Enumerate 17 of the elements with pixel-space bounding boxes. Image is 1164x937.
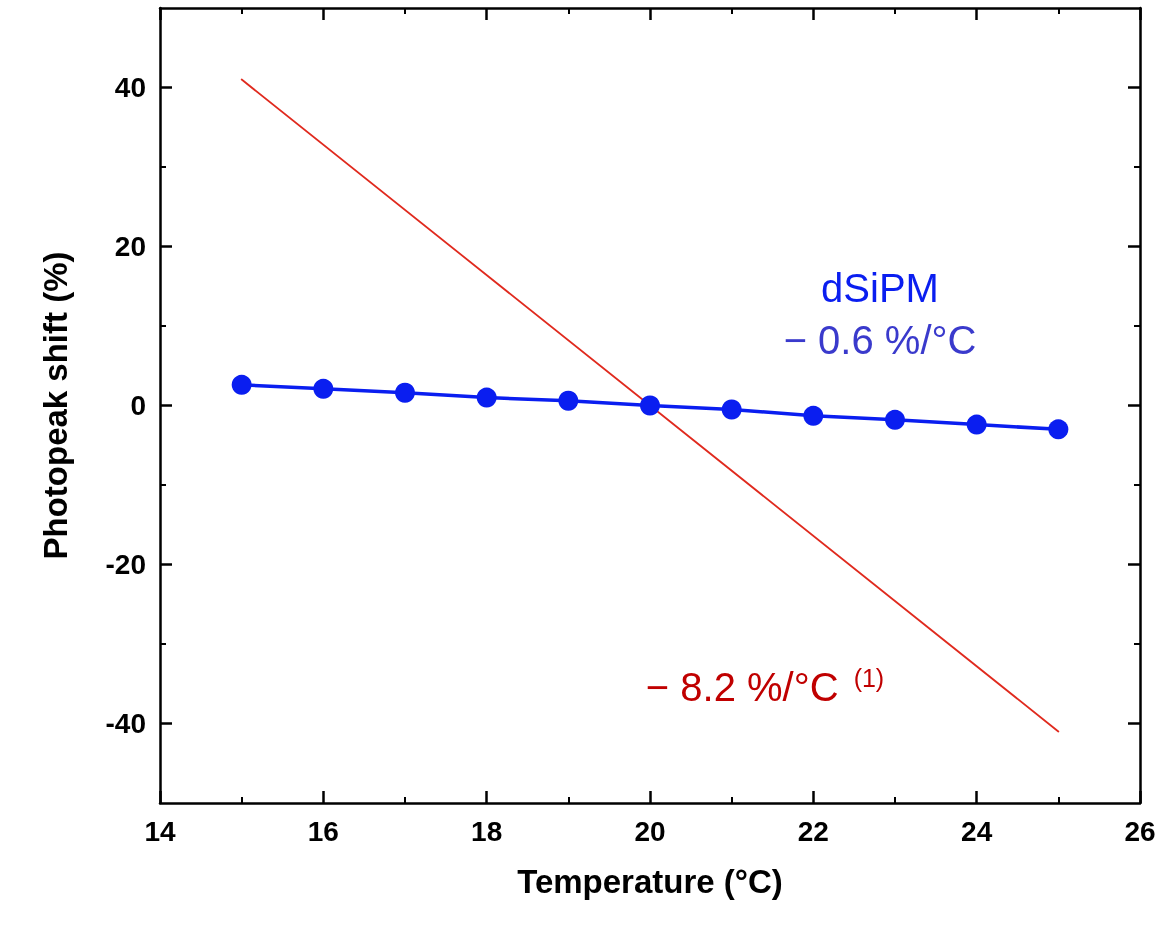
x-tick-label: 18 — [471, 815, 503, 847]
y-tick-label: 40 — [114, 72, 146, 103]
x-tick-label: 16 — [307, 815, 339, 847]
y-tick-label: -20 — [105, 549, 146, 580]
x-tick-label: 20 — [634, 815, 666, 847]
y-tick-label: -40 — [105, 708, 146, 739]
annotation: − 8.2 %/°C (1) — [645, 663, 885, 709]
text: dSiPM — [821, 266, 939, 310]
annotation: − 0.6 %/°C — [783, 318, 977, 362]
x-tick-label: 26 — [1124, 815, 1156, 847]
x-axis-title: Temperature (°C) — [517, 863, 783, 900]
y-tick-label: 20 — [114, 231, 146, 262]
y-axis-title: Photopeak shift (%) — [37, 251, 74, 560]
x-tick-label: 22 — [797, 815, 829, 847]
x-tick-label: 14 — [144, 815, 176, 847]
y-tick-label: 0 — [130, 390, 146, 421]
x-tick-label: 24 — [961, 815, 993, 847]
